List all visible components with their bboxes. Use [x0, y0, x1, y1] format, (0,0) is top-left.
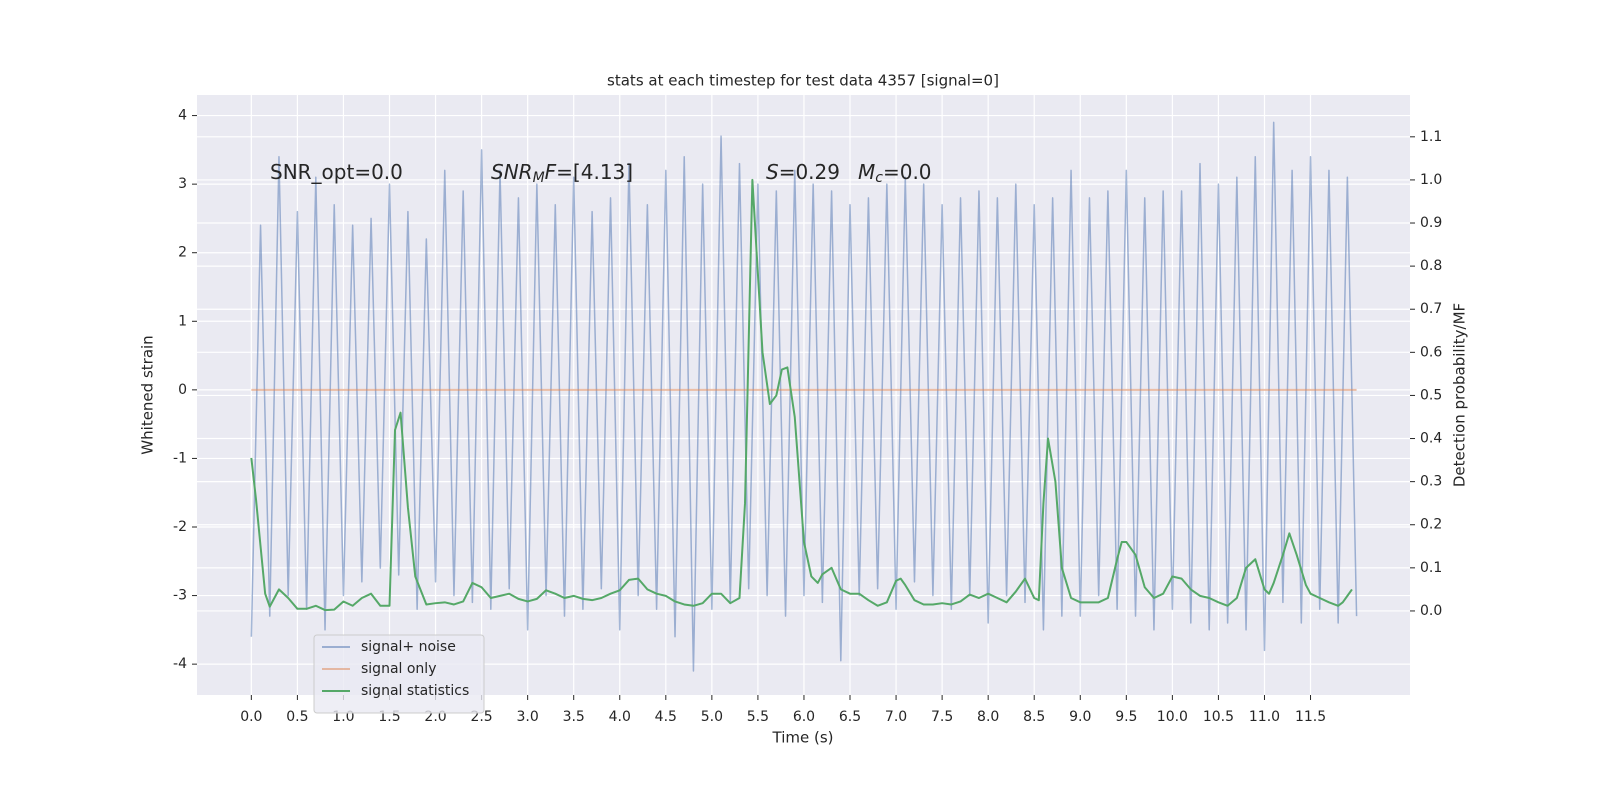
- x-tick-label: 11.5: [1295, 709, 1326, 725]
- x-tick-label: 5.0: [701, 709, 723, 725]
- x-tick-label: 9.0: [1069, 709, 1091, 725]
- annotation-part: S: [766, 160, 779, 184]
- y2-tick-label: 0.1: [1420, 560, 1442, 576]
- x-tick-label: 8.5: [1023, 709, 1045, 725]
- y-tick-label: 0: [178, 382, 187, 398]
- annotation: SNR_opt=0.0: [270, 160, 403, 184]
- annotation-part: M: [533, 170, 545, 186]
- x-tick-label: 7.5: [931, 709, 953, 725]
- y2-tick-label: 1.0: [1420, 172, 1442, 188]
- annotation: S=0.29: [766, 160, 840, 184]
- annotation-part: =0.0: [883, 160, 932, 184]
- legend-box: [313, 634, 485, 714]
- annotation-part: F: [545, 160, 557, 184]
- y2-tick-label: 0.5: [1420, 387, 1442, 403]
- y-tick-label: -2: [173, 519, 187, 535]
- annotation-part: =[4.13]: [556, 160, 633, 184]
- y-axis-label: Whitened strain: [139, 335, 157, 454]
- x-axis-label: Time (s): [772, 729, 834, 747]
- y2-tick-label: 0.4: [1420, 431, 1442, 447]
- y2-tick-label: 0.9: [1420, 215, 1442, 231]
- y2-tick-label: 0.2: [1420, 517, 1442, 533]
- x-tick-label: 3.5: [563, 709, 585, 725]
- annotation: SNRMF=[4.13]: [491, 160, 633, 187]
- x-tick-label: 0.5: [286, 709, 308, 725]
- x-tick-label: 3.0: [517, 709, 539, 725]
- annotation: Mc=0.0: [858, 160, 932, 187]
- y-tick-label: 3: [178, 176, 187, 192]
- x-tick-label: 4.5: [655, 709, 677, 725]
- legend-label: signal statistics: [361, 683, 469, 699]
- x-tick-label: 8.0: [977, 709, 999, 725]
- y2-tick-label: 0.8: [1420, 258, 1442, 274]
- annotation-part: c: [875, 170, 883, 186]
- y-tick-label: -4: [173, 656, 187, 672]
- x-tick-label: 7.0: [885, 709, 907, 725]
- y-tick-label: -1: [173, 450, 187, 466]
- annotation-part: SNR_opt=0.0: [270, 160, 403, 184]
- x-tick-label: 9.5: [1115, 709, 1137, 725]
- x-tick-label: 10.5: [1203, 709, 1234, 725]
- y2-tick-label: 0.6: [1420, 344, 1442, 360]
- y-tick-label: 1: [178, 313, 187, 329]
- series-line: [250, 178, 1353, 612]
- marks: [250, 121, 1358, 672]
- y-tick-label: 2: [178, 245, 187, 261]
- legend: signal+ noise signal only signal statistic…: [313, 634, 485, 714]
- x-tick-label: 4.0: [609, 709, 631, 725]
- legend-label: signal only: [361, 661, 436, 677]
- legend-label: signal+ noise: [361, 639, 456, 655]
- y2-axis-label: Detection probability/MF: [1451, 303, 1469, 487]
- x-tick-label: 0.0: [240, 709, 262, 725]
- x-tick-label: 10.0: [1157, 709, 1188, 725]
- chart-title: stats at each timestep for test data 435…: [607, 72, 999, 90]
- y-tick-label: 4: [178, 108, 187, 124]
- x-tick-label: 11.0: [1249, 709, 1280, 725]
- y-tick-label: -3: [173, 588, 187, 604]
- labels: 0.0 0.5 1.0 1.5 2.0 2.5 3.0 3.5 4.0 4.5 5.0 5.5 6.0 6…: [173, 108, 1442, 725]
- x-tick-label: 6.0: [793, 709, 815, 725]
- x-tick-label: 5.5: [747, 709, 769, 725]
- annotation-part: M: [858, 160, 875, 184]
- series-line: [250, 121, 1358, 672]
- x-tick-label: 6.5: [839, 709, 861, 725]
- annotation-part: SNR: [491, 160, 533, 184]
- annotation-part: =0.29: [779, 160, 840, 184]
- y2-tick-label: 1.1: [1420, 129, 1442, 145]
- y2-tick-label: 0.7: [1420, 301, 1442, 317]
- y2-tick-label: 0.0: [1420, 603, 1442, 619]
- y2-tick-label: 0.3: [1420, 474, 1442, 490]
